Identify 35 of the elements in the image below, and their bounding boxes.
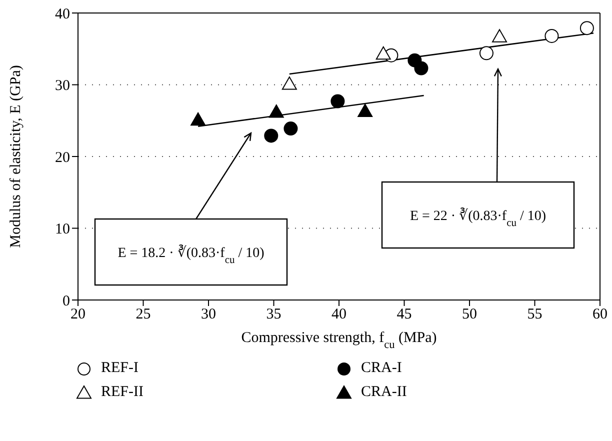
legend-label: REF-I	[101, 360, 138, 376]
point	[268, 104, 284, 118]
x-tick-label: 50	[462, 306, 477, 323]
y-axis-title: Modulus of elasticity, E (GPa)	[8, 65, 24, 248]
point	[544, 28, 559, 43]
x-tick-label: 30	[201, 306, 216, 323]
point	[330, 94, 345, 108]
y-tick-label: 0	[62, 293, 70, 310]
point	[414, 61, 428, 76]
point	[264, 128, 278, 143]
point	[284, 122, 298, 136]
annotation: E = 22 · ∛(0.83·f$_{cu}$ / 10)	[410, 207, 546, 228]
x-tick-label: 40	[332, 306, 346, 323]
point	[479, 46, 494, 60]
point	[492, 29, 508, 42]
point	[358, 104, 373, 118]
annotation: E = 18.2 · ∛(0.83·f$_{cu}$ / 10)	[118, 244, 265, 266]
point	[376, 46, 391, 60]
y-tick-label: 20	[55, 150, 70, 166]
y-tick-label: 10	[55, 222, 70, 238]
point	[580, 21, 594, 36]
x-tick-label: 25	[136, 306, 151, 323]
x-tick-label: 35	[266, 306, 282, 323]
legend-label: CRA-I	[361, 360, 402, 376]
x-tick-label: 60	[592, 306, 608, 323]
y-tick-label: 30	[55, 78, 70, 94]
x-tick-label: 45	[396, 306, 412, 323]
legend-label: REF-II	[101, 384, 144, 400]
legend-label: CRA-II	[361, 384, 407, 400]
point	[282, 76, 297, 90]
point	[190, 112, 206, 126]
y-tick-label: 40	[55, 6, 70, 22]
x-tick-label: 20	[70, 306, 86, 323]
x-tick-label: 55	[527, 306, 542, 323]
x-axis-title: Compressive strength, f$_{cu}$ (MPa)	[241, 330, 437, 351]
